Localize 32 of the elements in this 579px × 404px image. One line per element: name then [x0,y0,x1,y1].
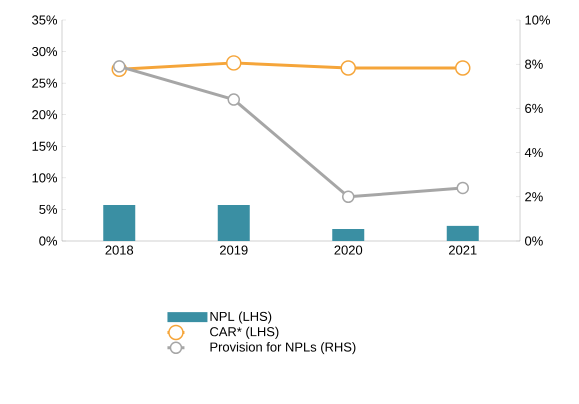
y-tick-label: 35% [32,15,58,25]
point [455,60,471,76]
x-tick-label: 2021 [449,246,477,255]
point [340,60,356,76]
bar [446,226,479,241]
y-tick-label: 0% [39,236,58,246]
y2-tick-label: 2% [525,192,543,202]
point [113,60,126,73]
point [456,182,470,194]
point [228,93,240,106]
y2-tick-label: 4% [524,148,543,158]
x-tick-label: 2018 [106,246,134,255]
point [226,55,242,71]
legend-label: Provision for NPLs (RHS) [210,342,356,354]
y2-tick-label: 0% [525,236,543,246]
y2-tick-label: 8% [525,60,543,69]
x-tick-label: 2020 [334,246,362,255]
x-tick-label: 2019 [220,246,248,255]
bar [218,205,250,241]
legend-label: CAR* (LHS) [210,326,278,339]
bar [332,229,364,241]
y-tick-label: 30% [32,46,58,56]
y-tick-label: 25% [32,78,58,88]
bar [103,205,136,241]
legend-label: NPL (LHS) [210,311,272,324]
y-tick-label: 15% [32,142,58,151]
y-tick-label: 10% [32,173,58,182]
y-tick-label: 5% [39,204,58,214]
y-tick-label: 20% [32,110,58,120]
point [342,190,355,204]
y2-tick-label: 6% [525,104,543,113]
y2-tick-label: 10% [526,15,550,25]
